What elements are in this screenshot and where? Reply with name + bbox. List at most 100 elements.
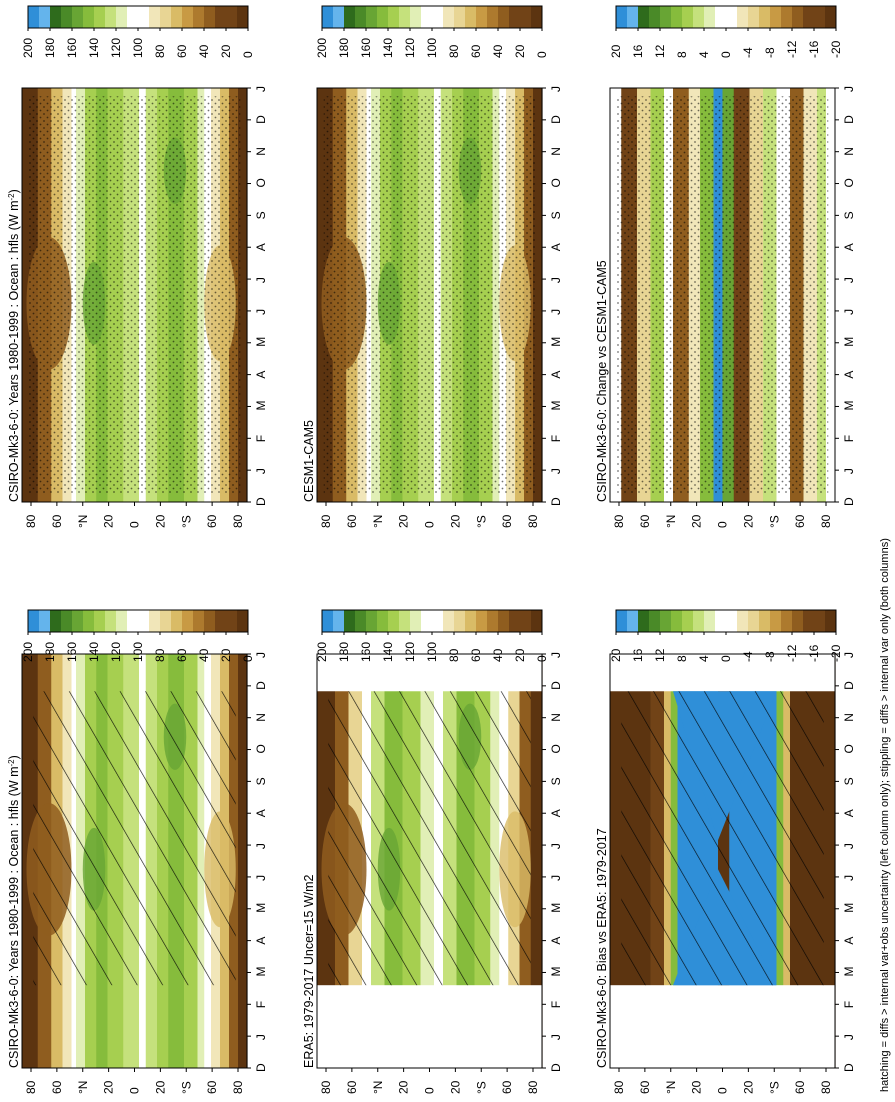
colorbar-swatch xyxy=(616,610,628,632)
colorbar-swatch xyxy=(759,610,771,632)
colorbar-swatch xyxy=(149,6,161,28)
colorbar-tick-label: 8 xyxy=(675,51,689,58)
month-tick-label: J xyxy=(842,277,856,283)
lat-axis: 80 60 °N 20 0 20 °S 60 80 xyxy=(612,502,833,528)
panel-p4: 80 60 °N 20 0 20 °S 60 80 D J F M A M J J A S O N D J CSIRO-Mk3… xyxy=(7,86,269,528)
colorbar-tick-label: 80 xyxy=(447,648,461,662)
month-tick-label: J xyxy=(254,652,268,658)
colorbar-swatch xyxy=(649,6,661,28)
lat-tick-label: °S xyxy=(474,515,488,528)
hatching xyxy=(33,691,236,986)
month-tick-label: M xyxy=(842,400,856,410)
figure-footnote: hatching = diffs > internal var+obs unce… xyxy=(879,538,891,1092)
colorbar-tick-label: -4 xyxy=(741,651,755,662)
colorbar-swatch xyxy=(487,610,499,632)
month-tick-label: J xyxy=(842,309,856,315)
lat-tick-label: °N xyxy=(664,515,678,528)
colorbar-tick-label: 160 xyxy=(359,38,373,58)
colorbar-swatch xyxy=(704,610,716,632)
colorbar-swatch xyxy=(770,610,782,632)
colorbar-swatch xyxy=(693,6,705,28)
month-tick-label: J xyxy=(549,1034,563,1040)
lat-tick-label: °N xyxy=(76,1081,90,1094)
colorbar-tick-label: 160 xyxy=(65,642,79,662)
panel-title: ERA5: 1979-2017 Uncer=15 W/m2 xyxy=(302,874,316,1068)
colorbar-tick-label: 120 xyxy=(403,642,417,662)
colorbar-swatch xyxy=(531,610,543,632)
colorbar-p2: 200 180 160 140 120 100 80 60 40 20 0 xyxy=(315,609,549,662)
panel-p6: 80 60 °N 20 0 20 °S 60 80 D J F M A M J J A S O N D J CSIRO-Mk3… xyxy=(595,86,856,528)
colorbar-tick-label: 0 xyxy=(535,51,549,58)
colorbar-tick-label: 180 xyxy=(337,38,351,58)
month-axis: D J F M A M J J A S O N D J xyxy=(835,86,856,506)
lat-axis: 80 60 °N 20 0 20 °S 60 80 xyxy=(24,502,245,528)
colorbar-swatch xyxy=(616,6,628,28)
panel-title: CSIRO-Mk3-6-0: Years 1980-1999 : Ocean :… xyxy=(7,189,22,502)
month-tick-label: M xyxy=(842,966,856,976)
month-tick-label: J xyxy=(842,875,856,881)
colorbar-tick-label: -20 xyxy=(829,644,843,662)
colorbar-tick-label: 200 xyxy=(315,642,329,662)
panel-p1: 80 60 °N 20 0 20 °S 60 80 D J F M A M J J A S O N D J CSIRO-Mk3… xyxy=(7,652,269,1094)
month-tick-label: A xyxy=(254,243,268,251)
colorbar-swatch xyxy=(737,610,749,632)
month-tick-label: J xyxy=(549,843,563,849)
month-tick-label: F xyxy=(254,435,268,442)
colorbar-swatch xyxy=(454,6,466,28)
colorbar-swatch xyxy=(726,6,738,28)
month-tick-label: M xyxy=(549,966,563,976)
colorbar-swatch xyxy=(737,6,749,28)
colorbar-swatch xyxy=(215,6,227,28)
lat-tick-label: °N xyxy=(76,515,90,528)
month-tick-label: A xyxy=(549,937,563,945)
month-tick-label: O xyxy=(549,744,563,753)
colorbar-swatch xyxy=(759,6,771,28)
colorbar-swatch xyxy=(770,6,782,28)
month-tick-label: J xyxy=(549,875,563,881)
month-tick-label: D xyxy=(842,681,856,690)
colorbar-tick-label: 0 xyxy=(719,51,733,58)
lat-tick-label: 20 xyxy=(102,1080,116,1094)
month-tick-label: M xyxy=(549,400,563,410)
colorbar-tick-label: 140 xyxy=(381,38,395,58)
month-tick-label: A xyxy=(842,371,856,379)
month-tick-label: M xyxy=(842,903,856,913)
colorbar-tick-label: 140 xyxy=(87,38,101,58)
colorbar-p5: 200 180 160 140 120 100 80 60 40 20 0 xyxy=(315,5,549,58)
colorbar-swatch xyxy=(443,610,455,632)
month-tick-label: S xyxy=(549,777,563,785)
lat-tick-label: 20 xyxy=(741,514,755,528)
panels-layer: 80 60 °N 20 0 20 °S 60 80 D J F M A M J J A S O N D J CSIRO-Mk3… xyxy=(7,86,857,1094)
colorbar-swatch xyxy=(410,6,422,28)
colorbar-swatch xyxy=(149,610,161,632)
colorbar-swatch xyxy=(116,610,128,632)
colorbar-swatch xyxy=(792,610,804,632)
lat-tick-label: 20 xyxy=(741,1080,755,1094)
colorbar-tick-label: 180 xyxy=(43,642,57,662)
colorbar-tick-label: -12 xyxy=(785,644,799,662)
colorbar-tick-label: 120 xyxy=(109,38,123,58)
colorbar-tick-label: 20 xyxy=(219,44,233,58)
no-data xyxy=(317,654,542,692)
colorbar-tick-label: 60 xyxy=(469,44,483,58)
field-band xyxy=(238,88,248,502)
colorbar-tick-label: 100 xyxy=(131,642,145,662)
colorbar-swatch xyxy=(454,610,466,632)
colorbar-swatch xyxy=(322,6,334,28)
colorbar-swatch xyxy=(476,6,488,28)
month-tick-label: M xyxy=(254,400,268,410)
month-tick-label: D xyxy=(549,497,563,506)
month-tick-label: A xyxy=(842,243,856,251)
lat-tick-label: 20 xyxy=(397,514,411,528)
colorbar-swatch xyxy=(28,6,40,28)
colorbar-swatch xyxy=(237,610,249,632)
month-tick-label: F xyxy=(842,435,856,442)
month-tick-label: J xyxy=(842,843,856,849)
colorbar-swatch xyxy=(410,610,422,632)
field-band xyxy=(530,654,543,1068)
month-tick-label: N xyxy=(549,713,563,722)
colorbar-swatch xyxy=(399,6,411,28)
lat-tick-label: 80 xyxy=(231,514,245,528)
colorbar-swatch xyxy=(226,6,238,28)
panel-p2: 80 60 °N 20 0 20 °S 60 80 D J F M A M J J A S O N D J ERA5: 197… xyxy=(302,652,563,1094)
